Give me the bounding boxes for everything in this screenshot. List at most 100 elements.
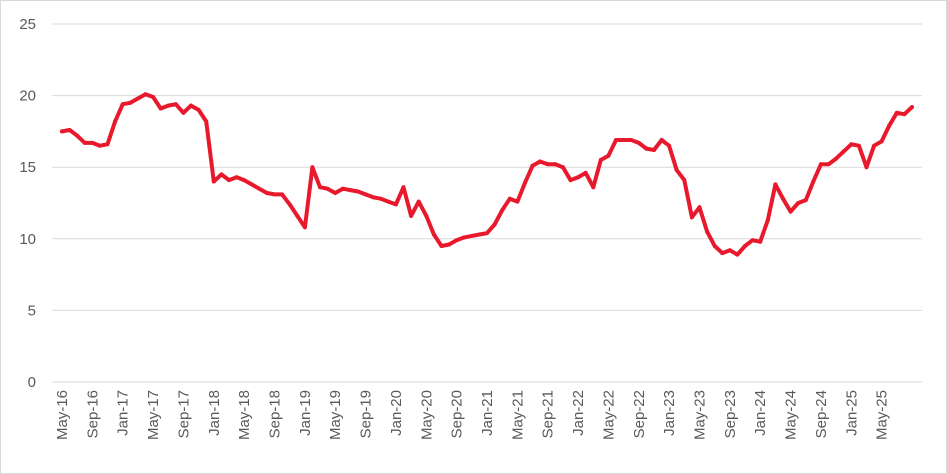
x-tick-label: May-19 bbox=[327, 390, 344, 440]
x-tick-label: May-24 bbox=[783, 390, 800, 440]
x-tick-label: Jan-22 bbox=[570, 390, 587, 436]
data-point bbox=[371, 195, 376, 200]
x-tick-label: Sep-17 bbox=[175, 390, 192, 438]
data-point bbox=[773, 182, 778, 187]
data-point bbox=[166, 103, 171, 108]
data-point bbox=[796, 201, 801, 205]
y-tick-label: 20 bbox=[19, 88, 36, 105]
data-point bbox=[682, 178, 687, 183]
data-point bbox=[356, 189, 360, 194]
data-point bbox=[553, 162, 558, 167]
data-point bbox=[818, 162, 823, 167]
data-point bbox=[189, 103, 193, 108]
x-axis-ticks: May-16 Sep-16 Jan-17 May-17 Sep-17 Jan-18 May-… bbox=[54, 390, 891, 440]
data-point bbox=[340, 186, 345, 191]
data-point bbox=[158, 106, 163, 111]
data-point bbox=[90, 140, 95, 145]
data-point bbox=[97, 143, 102, 148]
data-point bbox=[196, 107, 201, 112]
data-point bbox=[629, 138, 634, 142]
series-layer bbox=[60, 92, 914, 257]
data-point bbox=[781, 196, 785, 201]
data-point bbox=[530, 163, 535, 168]
data-point bbox=[788, 209, 793, 214]
data-point bbox=[689, 215, 694, 220]
data-point bbox=[644, 146, 649, 151]
data-point bbox=[416, 199, 421, 204]
x-tick-label: Sep-21 bbox=[540, 390, 557, 438]
data-point bbox=[318, 185, 322, 190]
data-point bbox=[173, 102, 178, 107]
data-point bbox=[325, 186, 330, 191]
data-point bbox=[538, 159, 543, 164]
x-tick-label: May-21 bbox=[509, 390, 526, 440]
series-line bbox=[60, 92, 914, 257]
data-point bbox=[287, 202, 292, 207]
data-point bbox=[105, 142, 110, 147]
x-tick-label: Jan-20 bbox=[388, 390, 405, 436]
data-point bbox=[879, 139, 884, 144]
data-point bbox=[401, 185, 406, 190]
data-point bbox=[113, 119, 118, 124]
data-point bbox=[750, 238, 755, 243]
data-point bbox=[560, 165, 565, 170]
data-point bbox=[591, 185, 596, 190]
data-point bbox=[219, 172, 224, 177]
data-point bbox=[128, 100, 133, 105]
data-point bbox=[348, 188, 353, 193]
x-tick-label: Jan-17 bbox=[115, 390, 132, 436]
data-point bbox=[849, 142, 854, 147]
data-point bbox=[143, 92, 148, 97]
data-point bbox=[515, 199, 520, 204]
data-point bbox=[500, 208, 505, 213]
data-point bbox=[887, 123, 892, 128]
x-tick-label: Sep-16 bbox=[84, 390, 101, 438]
data-point bbox=[614, 138, 618, 142]
data-point bbox=[856, 143, 861, 148]
data-point bbox=[803, 198, 808, 203]
y-tick-label: 25 bbox=[19, 16, 36, 33]
data-point bbox=[249, 182, 254, 187]
x-tick-label: May-23 bbox=[692, 390, 709, 440]
data-point bbox=[894, 110, 899, 115]
data-point bbox=[227, 178, 231, 183]
data-point bbox=[454, 238, 459, 243]
data-point bbox=[462, 235, 467, 240]
data-point bbox=[652, 148, 656, 152]
data-point bbox=[234, 175, 239, 180]
data-point bbox=[82, 140, 87, 145]
x-tick-label: Sep-24 bbox=[813, 390, 830, 438]
y-tick-label: 10 bbox=[19, 231, 36, 248]
data-point bbox=[568, 178, 573, 183]
x-tick-label: Sep-23 bbox=[722, 390, 739, 438]
data-point bbox=[264, 191, 269, 195]
data-point bbox=[758, 239, 763, 244]
data-point bbox=[393, 202, 398, 207]
x-tick-label: Sep-22 bbox=[631, 390, 648, 438]
y-tick-label: 5 bbox=[28, 302, 36, 319]
data-point bbox=[674, 168, 679, 173]
x-tick-label: Sep-18 bbox=[267, 390, 284, 438]
x-tick-label: May-22 bbox=[600, 390, 617, 440]
x-tick-label: May-16 bbox=[54, 390, 71, 440]
data-point bbox=[576, 175, 581, 180]
data-point bbox=[280, 192, 285, 197]
x-tick-label: May-25 bbox=[874, 390, 891, 440]
data-point bbox=[735, 252, 740, 257]
data-point bbox=[439, 244, 444, 248]
x-tick-label: Sep-20 bbox=[449, 390, 466, 438]
x-tick-label: Jan-24 bbox=[752, 390, 769, 436]
data-point bbox=[447, 242, 452, 247]
data-point bbox=[431, 232, 436, 237]
data-point bbox=[606, 153, 611, 158]
data-point bbox=[295, 213, 300, 218]
data-point bbox=[181, 110, 186, 115]
x-tick-label: Jan-19 bbox=[297, 390, 314, 436]
data-point bbox=[621, 138, 626, 142]
x-tick-label: May-18 bbox=[236, 390, 253, 440]
data-point bbox=[727, 248, 732, 253]
data-point bbox=[872, 143, 877, 148]
data-point bbox=[469, 233, 474, 238]
y-tick-label: 0 bbox=[28, 374, 36, 391]
